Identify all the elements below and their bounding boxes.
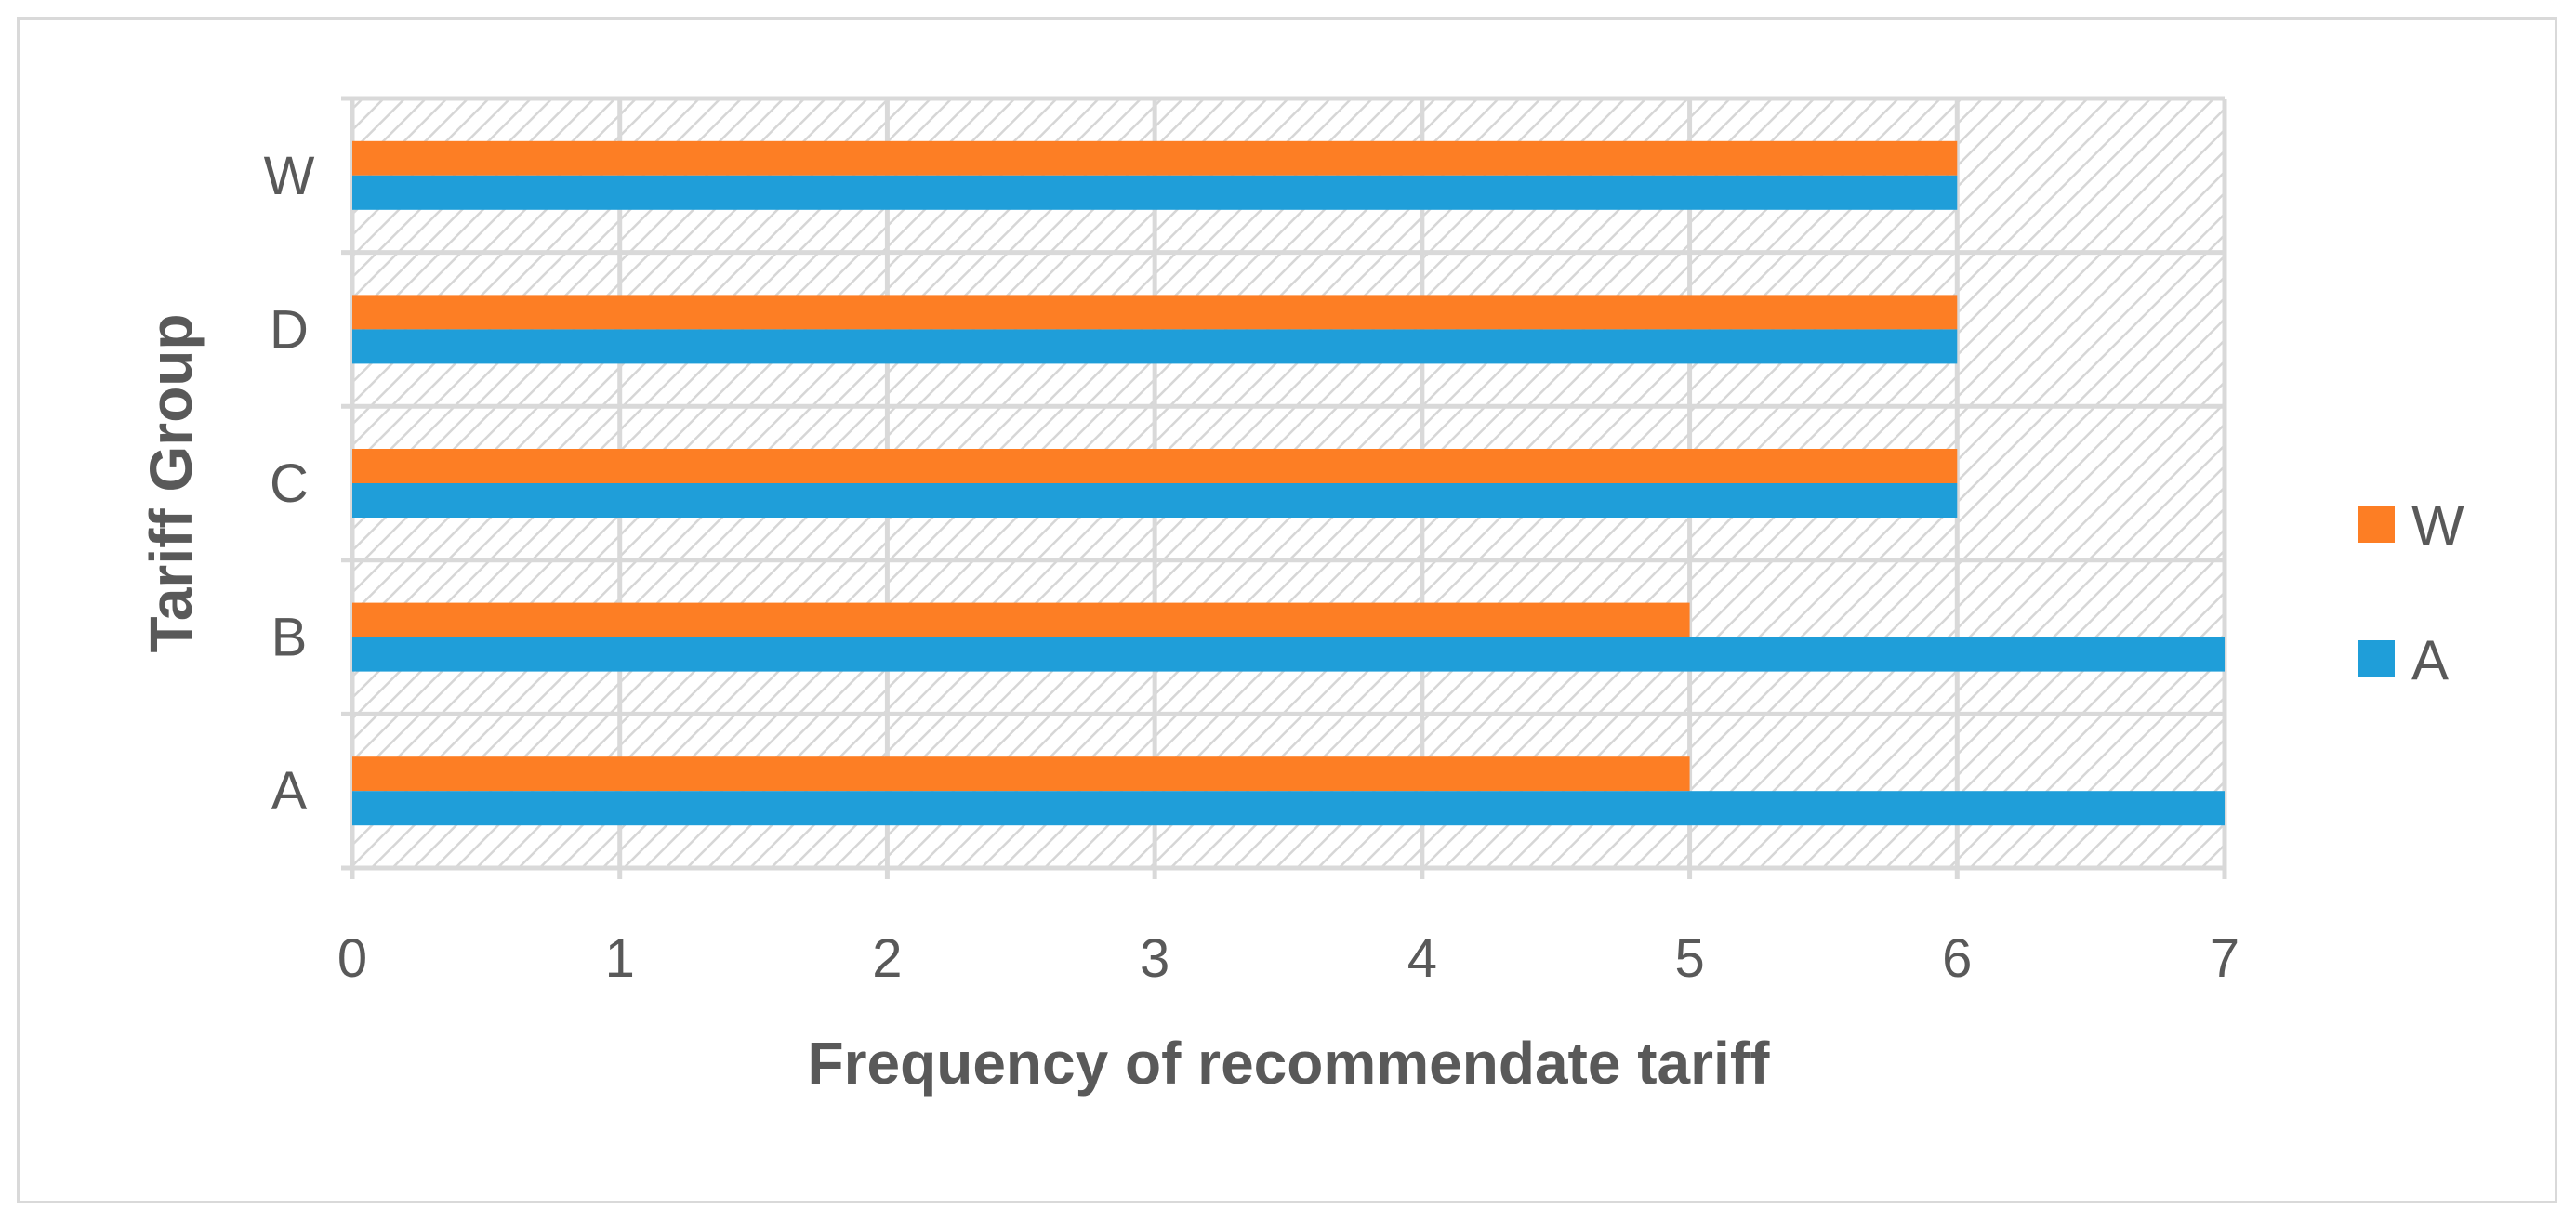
x-tick-6: 6 [1942, 928, 1972, 989]
y-axis-title: Tariff Group [138, 314, 205, 653]
x-tick-3: 3 [1140, 928, 1169, 989]
legend-swatch-W [2358, 506, 2395, 543]
legend: WA [2358, 494, 2464, 691]
x-tick-0: 0 [337, 928, 367, 989]
bar-W-D [352, 295, 1958, 330]
bar-A-C [352, 483, 1958, 518]
x-axis-title: Frequency of recommendate tariff [808, 1030, 1771, 1097]
legend-swatch-A [2358, 640, 2395, 677]
y-tick-D: D [270, 299, 309, 360]
x-tick-1: 1 [605, 928, 635, 989]
gridlines [341, 96, 2227, 879]
bar-chart: A B C D W 0 1 2 3 4 5 6 7 Frequency of recommendate… [138, 96, 2464, 1097]
x-tick-labels: 0 1 2 3 4 5 6 7 [337, 928, 2239, 989]
legend-label-A: A [2411, 629, 2449, 691]
bar-W-B [352, 602, 1690, 637]
y-tick-A: A [271, 761, 308, 821]
bar-W-A [352, 756, 1690, 792]
bars [352, 140, 2225, 826]
chart-frame: A B C D W 0 1 2 3 4 5 6 7 Frequency of recommendate… [17, 17, 2557, 1203]
x-tick-7: 7 [2210, 928, 2239, 989]
y-tick-B: B [271, 608, 308, 668]
bar-W-W [352, 140, 1958, 176]
legend-label-W: W [2411, 494, 2464, 557]
y-tick-labels: A B C D W [264, 146, 315, 821]
y-tick-W: W [264, 146, 315, 206]
bar-A-B [352, 637, 2225, 672]
x-tick-4: 4 [1407, 928, 1437, 989]
x-tick-2: 2 [872, 928, 902, 989]
bar-A-W [352, 175, 1958, 210]
x-tick-5: 5 [1674, 928, 1704, 989]
bar-A-D [352, 329, 1958, 364]
y-tick-C: C [270, 453, 309, 514]
bar-W-C [352, 449, 1958, 483]
bar-A-A [352, 791, 2225, 826]
